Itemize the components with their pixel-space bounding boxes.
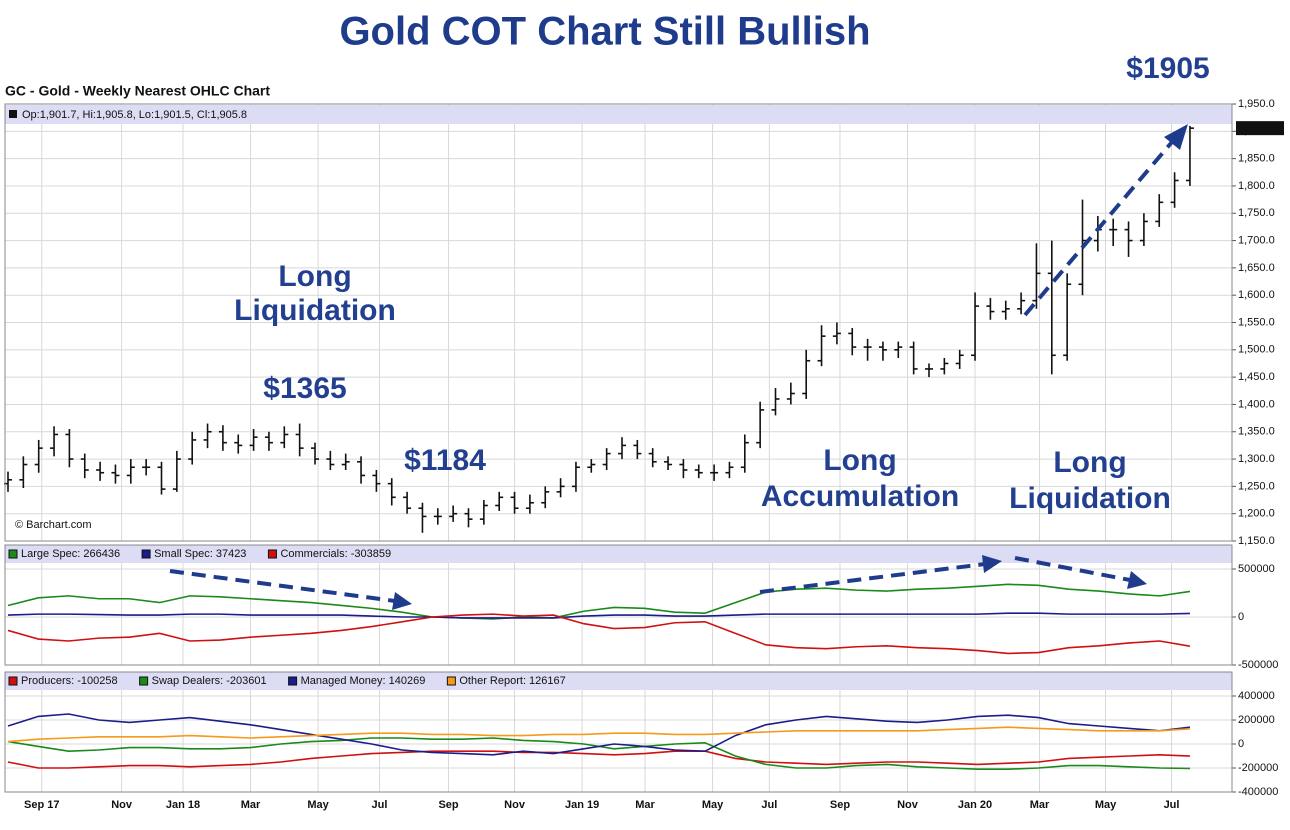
y-tick-label: 1,950.0 — [1238, 98, 1275, 110]
legend-label: Large Spec: 266436 — [21, 548, 120, 560]
legend-swatch — [288, 676, 298, 686]
annotation: Liquidation — [234, 294, 396, 327]
series-line — [7, 613, 1191, 655]
panel-frame — [4, 103, 1233, 542]
page-title: Gold COT Chart Still Bullish — [339, 10, 870, 54]
x-tick-label: Nov — [504, 799, 526, 811]
legend-label: Producers: -100258 — [21, 675, 118, 687]
x-tick-label: Jul — [1164, 799, 1180, 811]
x-tick-label: Jul — [372, 799, 388, 811]
price-tag — [1236, 121, 1284, 136]
ohlc-label: Op:1,901.7, Hi:1,905.8, Lo:1,901.5, Cl:1… — [22, 109, 247, 121]
price-tag-label: 1,905.8 — [1239, 122, 1276, 134]
legend-swatch — [139, 676, 149, 686]
x-tick-label: Jan 19 — [565, 799, 599, 811]
legend-swatch — [267, 549, 277, 559]
y-tick-label: 1,850.0 — [1238, 153, 1275, 165]
x-tick-label: Jan 18 — [166, 799, 200, 811]
y-tick-label: 1,400.0 — [1238, 398, 1275, 410]
annotation: $1184 — [404, 444, 486, 477]
y-tick-label: 1,750.0 — [1238, 207, 1275, 219]
y-tick-label: 1,300.0 — [1238, 453, 1275, 465]
chart-subtitle: GC - Gold - Weekly Nearest OHLC Chart — [5, 83, 270, 99]
legend-label: Small Spec: 37423 — [154, 548, 246, 560]
annotation: Long — [278, 260, 351, 293]
y-tick-label: -400000 — [1238, 786, 1278, 798]
y-tick-label: 0 — [1238, 738, 1244, 750]
legend-swatch — [8, 676, 18, 686]
y-tick-label: 400000 — [1238, 690, 1275, 702]
legend-label: Commercials: -303859 — [280, 548, 391, 560]
y-tick-label: 1,700.0 — [1238, 234, 1275, 246]
y-tick-label: 1,600.0 — [1238, 289, 1275, 301]
x-tick-label: Sep 17 — [24, 799, 59, 811]
series-line — [7, 713, 1191, 756]
header-bar — [5, 105, 1232, 124]
x-tick-label: Jul — [761, 799, 777, 811]
header-bar — [5, 545, 1232, 563]
x-tick-label: Mar — [1030, 799, 1050, 811]
marks — [4, 125, 1194, 771]
legend-label: Swap Dealers: -203601 — [152, 675, 267, 687]
arrow-head — [1127, 571, 1147, 589]
x-tick-label: Nov — [897, 799, 919, 811]
y-tick-label: 1,500.0 — [1238, 344, 1275, 356]
x-tick-label: May — [1095, 799, 1117, 811]
series-line — [7, 612, 1190, 619]
legend-swatch — [9, 110, 17, 118]
series-line — [7, 583, 1191, 620]
y-tick-label: 0 — [1238, 611, 1244, 623]
panel-frame — [4, 544, 1233, 666]
annotation: Long — [823, 444, 896, 477]
x-tick-label: Sep — [438, 799, 458, 811]
legend-swatch — [446, 676, 456, 686]
x-tick-label: May — [307, 799, 329, 811]
legend-swatch — [8, 549, 18, 559]
x-tick-label: Mar — [635, 799, 655, 811]
y-tick-label: 500000 — [1238, 563, 1275, 575]
legend-label: Other Report: 126167 — [459, 675, 565, 687]
y-tick-label: -200000 — [1238, 762, 1278, 774]
annotation: Long — [1053, 446, 1126, 479]
header-bar — [5, 672, 1232, 690]
series-line — [7, 726, 1191, 743]
x-tick-label: Jan 20 — [958, 799, 992, 811]
annotation: $1905 — [1126, 52, 1209, 85]
x-tick-label: Nov — [111, 799, 133, 811]
y-tick-label: 1,800.0 — [1238, 180, 1275, 192]
y-tick-label: 1,350.0 — [1238, 426, 1275, 438]
source: © Barchart.com — [15, 519, 92, 531]
legend-swatch — [141, 549, 151, 559]
y-tick-label: 1,650.0 — [1238, 262, 1275, 274]
x-tick-label: May — [702, 799, 724, 811]
panel-frame — [4, 671, 1233, 793]
trend-arrow — [1023, 140, 1174, 317]
y-tick-label: 1,450.0 — [1238, 371, 1275, 383]
arrow-head — [392, 592, 412, 610]
x-tick-label: Sep — [830, 799, 850, 811]
trend-arrow — [759, 562, 986, 594]
arrow-head — [982, 555, 1002, 573]
arrow-head — [1164, 124, 1188, 150]
series-line — [7, 750, 1190, 769]
y-tick-label: 1,200.0 — [1238, 508, 1275, 520]
y-tick-label: -500000 — [1238, 659, 1278, 671]
legend-label: Managed Money: 140269 — [301, 675, 426, 687]
annotation: $1365 — [263, 372, 346, 405]
y-tick-label: 200000 — [1238, 714, 1275, 726]
y-tick-label: 1,150.0 — [1238, 535, 1275, 547]
trend-arrow — [1014, 556, 1131, 582]
y-tick-label: 1,550.0 — [1238, 316, 1275, 328]
trend-arrow — [169, 569, 396, 603]
annotation: Liquidation — [1009, 482, 1171, 515]
y-tick-label: 1,250.0 — [1238, 480, 1275, 492]
x-tick-label: Mar — [241, 799, 261, 811]
annotation: Accumulation — [761, 480, 959, 513]
